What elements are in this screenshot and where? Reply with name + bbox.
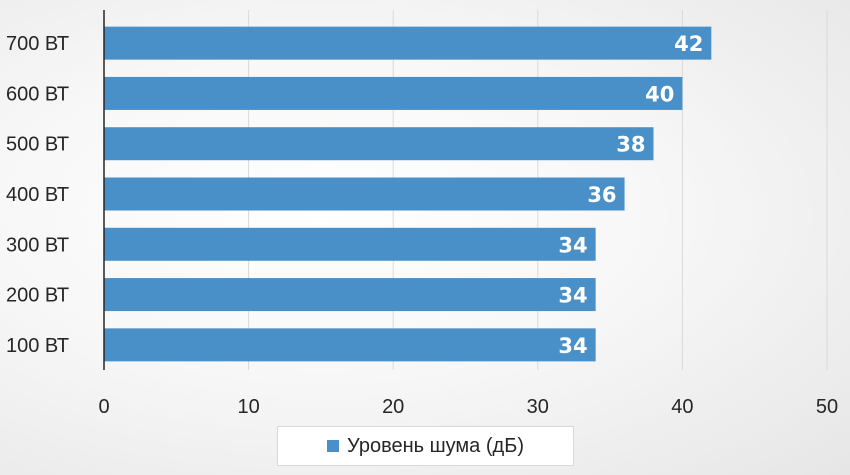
data-label: 42 [674,32,703,56]
category-label: 700 ВТ [6,33,69,55]
data-label: 38 [616,133,645,157]
category-label: 600 ВТ [6,83,69,105]
data-labels: 42 40 38 36 34 34 34 [558,32,703,358]
bar [104,26,712,60]
bar-chart: 700 ВТ 600 ВТ 500 ВТ 400 ВТ 300 ВТ 200 ВТ 100 … [6,10,838,418]
bars [104,26,712,362]
bar [104,76,683,110]
x-tick-label: 30 [527,396,549,418]
data-label: 36 [587,183,616,207]
category-label: 500 ВТ [6,134,69,156]
category-label: 100 ВТ [6,335,69,357]
tick-labels: 0 10 20 30 40 50 [98,396,838,418]
category-label: 200 ВТ [6,285,69,307]
bar [104,278,596,312]
data-label: 34 [558,334,587,358]
category-labels: 700 ВТ 600 ВТ 500 ВТ 400 ВТ 300 ВТ 200 ВТ 100 … [6,33,69,357]
data-label: 34 [558,284,587,308]
bar [104,328,596,362]
x-tick-label: 40 [671,396,693,418]
data-label: 34 [558,233,587,257]
legend-swatch [327,440,340,452]
bar [104,227,596,261]
legend-label: Уровень шума (дБ) [347,434,524,457]
x-tick-label: 10 [237,396,259,418]
bar [104,127,654,161]
x-tick-label: 20 [382,396,404,418]
data-label: 40 [645,82,674,106]
legend: Уровень шума (дБ) [277,426,574,466]
category-label: 400 ВТ [6,184,69,206]
category-label: 300 ВТ [6,234,69,256]
bar [104,177,625,211]
x-tick-label: 0 [98,396,109,418]
x-tick-label: 50 [816,396,838,418]
